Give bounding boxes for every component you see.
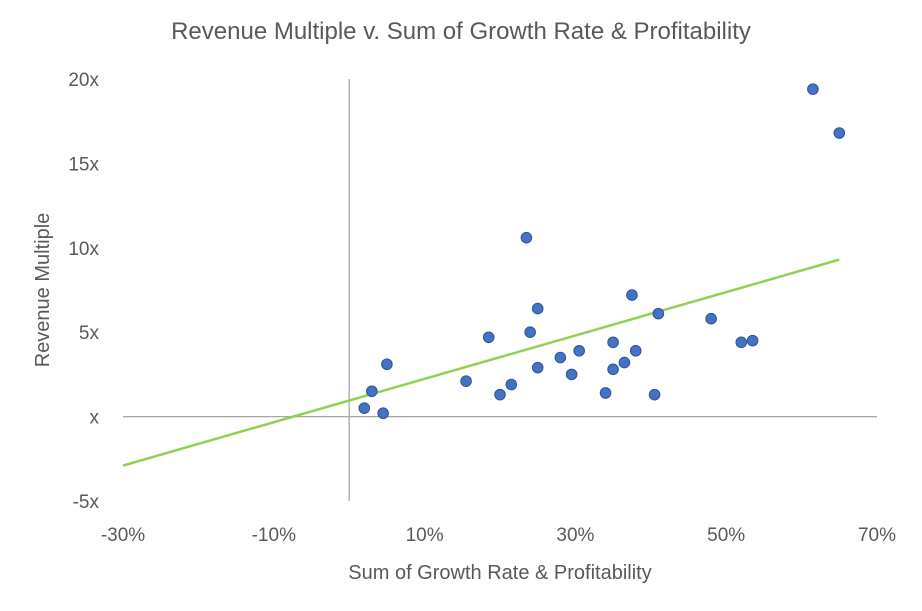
- data-point: [482, 331, 495, 344]
- data-point: [358, 402, 371, 414]
- y-tick-label: -5x: [73, 492, 100, 513]
- y-axis-title: Revenue Multiple: [32, 213, 54, 368]
- data-point: [460, 375, 472, 387]
- data-point: [626, 289, 638, 301]
- y-axis-ticks: 20x 15x 10x 5x x -5x: [68, 70, 99, 513]
- data-point: [599, 387, 612, 399]
- y-tick-label: 20x: [68, 70, 99, 91]
- x-tick-label: 30%: [556, 525, 594, 546]
- data-point: [377, 407, 389, 420]
- data-point: [520, 231, 533, 244]
- data-point: [618, 356, 631, 369]
- chart-title: Revenue Multiple v. Sum of Growth Rate &…: [171, 18, 751, 45]
- data-point: [494, 388, 506, 401]
- data-point: [648, 388, 661, 401]
- data-point: [531, 361, 544, 374]
- y-tick-label: 10x: [68, 239, 99, 260]
- x-tick-label: 10%: [406, 525, 444, 546]
- data-point: [531, 302, 544, 315]
- y-tick-label: 15x: [68, 154, 99, 175]
- data-point: [705, 312, 717, 325]
- trendline-group: [122, 258, 840, 467]
- data-point: [524, 326, 536, 339]
- data-point: [366, 385, 378, 398]
- data-point: [573, 344, 585, 357]
- data-point: [629, 344, 642, 357]
- axes: [123, 79, 877, 501]
- x-tick-label: 70%: [858, 525, 896, 546]
- y-tick-label: 5x: [79, 323, 100, 344]
- data-point: [735, 336, 748, 349]
- data-point: [652, 307, 665, 320]
- trendline: [122, 258, 840, 467]
- data-point: [505, 378, 518, 391]
- y-tick-label: x: [90, 408, 100, 429]
- data-point: [607, 336, 619, 349]
- data-point: [807, 83, 819, 95]
- data-point: [833, 127, 846, 139]
- data-point: [607, 363, 619, 376]
- data-point: [554, 351, 567, 364]
- x-tick-label: -30%: [101, 525, 145, 546]
- data-point: [381, 358, 393, 371]
- x-tick-label: -10%: [252, 525, 296, 546]
- x-tick-label: 50%: [707, 525, 745, 546]
- x-axis-ticks: -30% -10% 10% 30% 50% 70%: [101, 525, 896, 546]
- data-point: [746, 334, 759, 347]
- data-point: [565, 368, 578, 381]
- data-points: [358, 83, 846, 420]
- x-axis-title: Sum of Growth Rate & Profitability: [348, 562, 651, 584]
